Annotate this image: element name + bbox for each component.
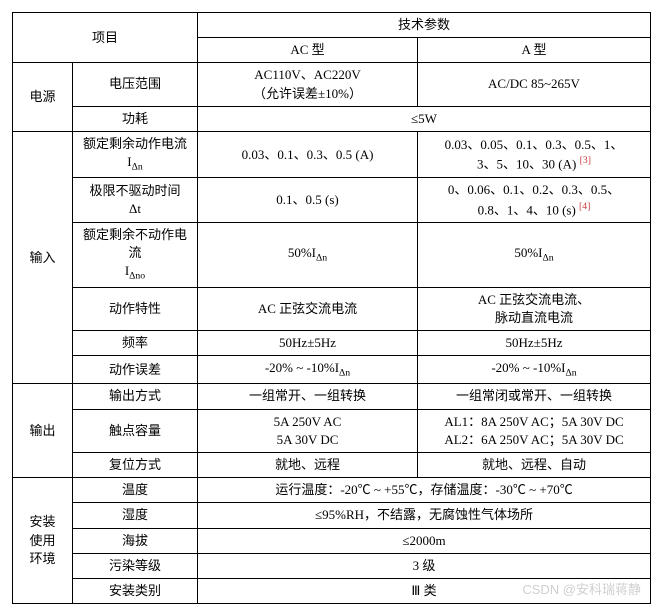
err-a: -20% ~ -10%IΔn — [418, 356, 651, 384]
group-output: 输出 — [13, 384, 73, 478]
limit-a: 0、0.06、0.1、0.2、0.3、0.5、 0.8、1、4、10 (s) [… — [418, 178, 651, 223]
table-row: 动作误差 -20% ~ -10%IΔn -20% ~ -10%IΔn — [13, 356, 651, 384]
alt-label: 海拔 — [73, 528, 198, 553]
char-a: AC 正弦交流电流、 脉动直流电流 — [418, 287, 651, 330]
table-row: 湿度 ≤95%RH，不结露，无腐蚀性气体场所 — [13, 503, 651, 528]
humid-label: 湿度 — [73, 503, 198, 528]
spec-table: 项目 技术参数 AC 型 A 型 电源 电压范围 AC110V、AC220V （… — [12, 12, 651, 604]
table-row: 项目 技术参数 — [13, 13, 651, 38]
char-ac: AC 正弦交流电流 — [198, 287, 418, 330]
noact-a: 50%IΔn — [418, 223, 651, 288]
rated-label: 额定剩余动作电流 IΔn — [73, 131, 198, 177]
table-row: 海拔 ≤2000m — [13, 528, 651, 553]
table-row: 动作特性 AC 正弦交流电流 AC 正弦交流电流、 脉动直流电流 — [13, 287, 651, 330]
voltage-a: AC/DC 85~265V — [418, 63, 651, 106]
table-row: 极限不驱动时间 Δt 0.1、0.5 (s) 0、0.06、0.1、0.2、0.… — [13, 178, 651, 223]
header-ac: AC 型 — [198, 38, 418, 63]
rated-a: 0.03、0.05、0.1、0.3、0.5、1、 3、5、10、30 (A) [… — [418, 131, 651, 177]
table-row: 安装类别 Ⅲ 类 — [13, 578, 651, 603]
mode-ac: 一组常开、一组转换 — [198, 384, 418, 409]
freq-a: 50Hz±5Hz — [418, 331, 651, 356]
table-row: 额定剩余不动作电流 IΔno 50%IΔn 50%IΔn — [13, 223, 651, 288]
header-item: 项目 — [13, 13, 198, 63]
limit-label: 极限不驱动时间 Δt — [73, 178, 198, 223]
pollution-value: 3 级 — [198, 553, 651, 578]
mode-label: 输出方式 — [73, 384, 198, 409]
cap-a: AL1：8A 250V AC；5A 30V DC AL2：6A 250V AC；… — [418, 409, 651, 452]
group-input: 输入 — [13, 131, 73, 384]
err-label: 动作误差 — [73, 356, 198, 384]
header-tech: 技术参数 — [198, 13, 651, 38]
table-row: 输出 输出方式 一组常开、一组转换 一组常闭或常开、一组转换 — [13, 384, 651, 409]
table-row: 电源 电压范围 AC110V、AC220V （允许误差±10%） AC/DC 8… — [13, 63, 651, 106]
humid-value: ≤95%RH，不结露，无腐蚀性气体场所 — [198, 503, 651, 528]
header-a: A 型 — [418, 38, 651, 63]
table-row: 安装 使用 环境 温度 运行温度：-20℃ ~ +55℃，存储温度：-30℃ ~… — [13, 478, 651, 503]
voltage-label: 电压范围 — [73, 63, 198, 106]
install-label: 安装类别 — [73, 578, 198, 603]
table-row: 触点容量 5A 250V AC 5A 30V DC AL1：8A 250V AC… — [13, 409, 651, 452]
table-row: 污染等级 3 级 — [13, 553, 651, 578]
voltage-ac: AC110V、AC220V （允许误差±10%） — [198, 63, 418, 106]
alt-value: ≤2000m — [198, 528, 651, 553]
reset-ac: 就地、远程 — [198, 453, 418, 478]
install-value: Ⅲ 类 — [198, 578, 651, 603]
temp-value: 运行温度：-20℃ ~ +55℃，存储温度：-30℃ ~ +70℃ — [198, 478, 651, 503]
cap-ac: 5A 250V AC 5A 30V DC — [198, 409, 418, 452]
err-ac: -20% ~ -10%IΔn — [198, 356, 418, 384]
limit-ac: 0.1、0.5 (s) — [198, 178, 418, 223]
char-label: 动作特性 — [73, 287, 198, 330]
table-row: 频率 50Hz±5Hz 50Hz±5Hz — [13, 331, 651, 356]
table-row: 输入 额定剩余动作电流 IΔn 0.03、0.1、0.3、0.5 (A) 0.0… — [13, 131, 651, 177]
consumption-value: ≤5W — [198, 106, 651, 131]
noact-ac: 50%IΔn — [198, 223, 418, 288]
reset-label: 复位方式 — [73, 453, 198, 478]
temp-label: 温度 — [73, 478, 198, 503]
pollution-label: 污染等级 — [73, 553, 198, 578]
table-row: 功耗 ≤5W — [13, 106, 651, 131]
table-row: 复位方式 就地、远程 就地、远程、自动 — [13, 453, 651, 478]
mode-a: 一组常闭或常开、一组转换 — [418, 384, 651, 409]
freq-ac: 50Hz±5Hz — [198, 331, 418, 356]
reset-a: 就地、远程、自动 — [418, 453, 651, 478]
freq-label: 频率 — [73, 331, 198, 356]
consumption-label: 功耗 — [73, 106, 198, 131]
group-power: 电源 — [13, 63, 73, 132]
cap-label: 触点容量 — [73, 409, 198, 452]
noact-label: 额定剩余不动作电流 IΔno — [73, 223, 198, 288]
rated-ac: 0.03、0.1、0.3、0.5 (A) — [198, 131, 418, 177]
group-env: 安装 使用 环境 — [13, 478, 73, 604]
